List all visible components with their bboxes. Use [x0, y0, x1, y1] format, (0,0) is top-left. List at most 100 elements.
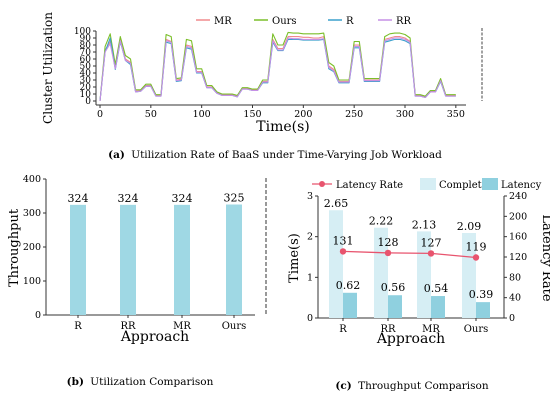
- x-axis-title: Time(s): [256, 119, 309, 135]
- legend-label-ours: Ours: [272, 16, 297, 27]
- latency-bar-rr: [388, 295, 402, 318]
- y-tick-label: 40: [80, 69, 92, 79]
- caption-b-text: Utilization Comparison: [90, 376, 213, 388]
- y2-tick-label: 160: [509, 232, 527, 243]
- latency-rate-point: [427, 250, 435, 257]
- latency-value-label: 0.39: [469, 288, 494, 301]
- time-latency-combo-chart: 0 1 2 3 0 40 80 120 160 200 240 2.65 0.62 R 2.22 0.56 RR…: [287, 178, 550, 347]
- y-axis-title: Cluster Utilization: [41, 12, 55, 124]
- bar-value-label: 324: [68, 192, 89, 205]
- y-tick-label: 50: [80, 62, 92, 72]
- latency-value-label: 0.54: [424, 282, 449, 295]
- latency-rate-point: [384, 249, 392, 257]
- bar-value-label: 324: [172, 192, 193, 205]
- y-tick-label: 400: [23, 174, 41, 185]
- x-tick-label: R: [74, 321, 82, 332]
- caption-a: (a) Utilization Rate of BaaS under Time-…: [108, 149, 442, 161]
- y-tick-label: 80: [80, 41, 92, 51]
- legend-label-latency: Latency: [501, 180, 542, 191]
- legend: Latency Rate Complete Latency: [312, 178, 542, 191]
- x-tick-label: Ours: [222, 321, 247, 332]
- series-line-mr: [99, 36, 456, 102]
- y-tick-label: 10: [80, 90, 92, 100]
- legend-label-complete: Complete: [439, 180, 488, 191]
- caption-b: (b) Utilization Comparison: [67, 376, 214, 388]
- latency-rate-point: [472, 254, 480, 261]
- y-axis-title: Time(s): [287, 233, 302, 283]
- y-tick-label: 0: [307, 313, 313, 324]
- y2-tick-label: 240: [509, 191, 527, 202]
- bar-ours: [226, 204, 242, 315]
- y-tick-label: 1: [307, 272, 313, 283]
- y-tick-label: 100: [74, 27, 91, 37]
- legend-label-latency-rate: Latency Rate: [336, 180, 403, 191]
- legend-swatch-latency: [482, 178, 498, 190]
- latency-rate-value-label: 128: [378, 236, 399, 249]
- throughput-bar-chart: 0 100 200 300 400 324 R 324 RR 324 MR 325 Ours Approa…: [7, 174, 255, 345]
- y-tick-label: 300: [23, 208, 41, 219]
- y-tick-label: 200: [23, 242, 41, 253]
- complete-value-label: 2.13: [412, 218, 437, 231]
- y2-axis-title: Latency Rate: [539, 214, 550, 301]
- x-tick-label: 0: [97, 109, 103, 120]
- caption-b-label: (b): [67, 376, 84, 388]
- caption-a-text: Utilization Rate of BaaS under Time-Vary…: [131, 149, 442, 161]
- x-tick-label: 300: [396, 109, 414, 120]
- y-tick-label: 30: [80, 76, 92, 86]
- latency-rate-value-label: 119: [466, 241, 487, 254]
- x-tick-label: Ours: [464, 324, 489, 335]
- latency-rate-value-label: 127: [421, 236, 442, 249]
- y-axis-title: Throughput: [7, 208, 22, 287]
- caption-c-text: Throughput Comparison: [358, 380, 489, 392]
- caption-c-label: (c): [335, 380, 351, 392]
- x-tick-label: 150: [243, 109, 261, 120]
- y-tick-label: 3: [307, 191, 313, 202]
- latency-bar-r: [343, 292, 357, 318]
- legend-swatch-complete: [420, 178, 436, 190]
- y2-tick-label: 200: [509, 211, 527, 222]
- x-tick-label: 50: [145, 109, 157, 120]
- x-tick-label: 250: [345, 109, 363, 120]
- x-axis-title: Approach: [376, 331, 445, 347]
- caption-a-label: (a): [108, 149, 125, 161]
- y2-tick-label: 40: [509, 293, 521, 304]
- y-tick-label: 0: [35, 310, 41, 321]
- latency-bar-ours: [476, 302, 490, 318]
- series-line-ours: [99, 31, 456, 102]
- y2-tick-label: 80: [509, 272, 521, 283]
- y2-tick-label: 120: [509, 252, 527, 263]
- x-tick-label: R: [339, 324, 347, 335]
- complete-value-label: 2.65: [324, 197, 349, 210]
- legend-label-rr: RR: [396, 16, 412, 27]
- latency-rate-point: [339, 248, 347, 255]
- y-tick-label: 0: [85, 97, 91, 107]
- x-tick-label: MR: [173, 321, 191, 332]
- latency-value-label: 0.62: [336, 279, 361, 292]
- series-line-rr: [99, 37, 456, 102]
- y2-tick-label: 0: [509, 313, 515, 324]
- bar-value-label: 325: [224, 192, 245, 205]
- latency-bar-mr: [431, 296, 445, 318]
- x-tick-label: 100: [193, 109, 211, 120]
- complete-value-label: 2.22: [369, 215, 394, 228]
- x-tick-label: MR: [422, 324, 440, 335]
- complete-bar-r: [329, 210, 343, 318]
- y-tick-label: 20: [80, 83, 92, 93]
- y-tick-label: 60: [80, 55, 92, 65]
- bar-r: [70, 204, 86, 315]
- x-tick-label: RR: [380, 324, 396, 335]
- complete-bar-ours: [462, 233, 476, 318]
- bar-rr: [120, 204, 136, 315]
- x-tick-label: 200: [294, 109, 312, 120]
- y-tick-label: 90: [80, 34, 92, 44]
- complete-value-label: 2.09: [457, 220, 482, 233]
- legend-marker-latency-rate: [319, 181, 325, 187]
- complete-bar-rr: [374, 227, 388, 318]
- legend: MR Ours R RR: [196, 16, 412, 27]
- latency-rate-line: [342, 250, 477, 259]
- legend-label-r: R: [346, 16, 354, 27]
- bar-mr: [174, 204, 190, 315]
- latency-rate-value-label: 131: [333, 234, 354, 247]
